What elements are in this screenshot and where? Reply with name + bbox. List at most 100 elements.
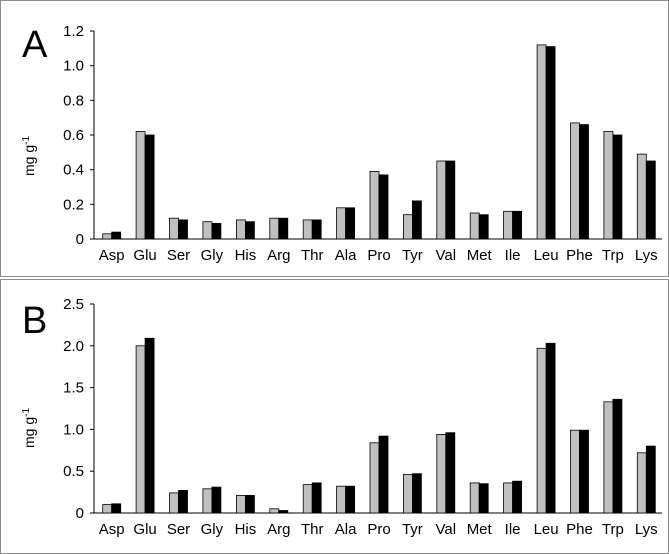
panel-a-y-tick-label: 0.6 bbox=[63, 127, 84, 144]
panel-a-bar-leu-series1 bbox=[536, 44, 547, 240]
panel-a-x-tick-labels: Asp Glu Ser Gly His Arg Thr Ala Pro Tyr Val Met Ile L… bbox=[99, 247, 658, 264]
panel-b-y-tick-labels: 0 0.5 1.0 1.5 2.0 2.5 bbox=[63, 296, 84, 522]
panel-b-bar-gly-series2 bbox=[211, 486, 222, 514]
panel-a-bar-ser-series2 bbox=[178, 219, 188, 240]
panel-b-bar-ser-series1 bbox=[169, 492, 179, 514]
panel-b-bar-val-series1 bbox=[436, 433, 447, 514]
panel-b-x-tick-label: His bbox=[235, 521, 257, 538]
panel-a-bar-ser-series1 bbox=[169, 217, 179, 240]
panel-a-bar-val-series2 bbox=[445, 160, 456, 240]
panel-b-bar-glu-series1 bbox=[135, 345, 146, 514]
panel-a-bar-thr-series1 bbox=[302, 219, 313, 240]
panel-a-x-tick-label: Ala bbox=[335, 247, 357, 264]
panel-a-bar-his-series1 bbox=[235, 219, 246, 240]
panel-a-y-tick-label: 1.2 bbox=[63, 23, 84, 40]
panel-b-bar-arg-series2 bbox=[278, 510, 289, 514]
panel-b-bar-ala-series1 bbox=[336, 485, 347, 514]
panel-b-bar-trp-series1 bbox=[603, 401, 614, 514]
panel-a-x-tick-label: Tyr bbox=[402, 247, 423, 264]
panel-a-bar-pro-series2 bbox=[378, 174, 389, 240]
panel-b-y-tick-label: 1.5 bbox=[63, 380, 84, 397]
panel-b-bar-leu-series2 bbox=[545, 342, 556, 514]
panel-b-x-tick-label: Ala bbox=[335, 521, 357, 538]
panel-b-bar-val-series2 bbox=[445, 432, 456, 514]
panel-b-bar-tyr-series1 bbox=[402, 474, 413, 514]
panel-b-x-tick-label: Thr bbox=[301, 521, 324, 538]
panel-a-bar-tyr-series2 bbox=[411, 200, 422, 240]
panel-a-bar-his-series2 bbox=[244, 221, 255, 240]
panel-b-bar-lys-series1 bbox=[636, 452, 647, 514]
panel-b-letter: B bbox=[22, 300, 47, 342]
panel-b-x-tick-label: Lys bbox=[635, 521, 658, 538]
panel-b-bars bbox=[102, 337, 656, 514]
panel-a-y-tick-labels: 0 0.2 0.4 0.6 0.8 1.0 1.2 bbox=[63, 23, 84, 248]
panel-b: B mg g-1 0 0.5 1.0 1.5 2.0 2.5 Asp Glu Ser… bbox=[0, 279, 669, 554]
panel-a-x-tick-label: Asp bbox=[99, 247, 125, 264]
panel-a-y-tick-label: 0.2 bbox=[63, 196, 84, 213]
panel-b-bar-lys-series2 bbox=[645, 445, 656, 514]
panel-a-x-tick-label: Leu bbox=[534, 247, 559, 264]
panel-b-bar-glu-series2 bbox=[144, 337, 155, 514]
panel-b-bar-gly-series1 bbox=[202, 488, 213, 514]
panel-a: A mg g-1 0 0.2 0.4 0.6 0.8 1.0 1.2 Asp Gl… bbox=[0, 0, 669, 277]
panel-a-bar-leu-series2 bbox=[545, 46, 556, 240]
panel-a-y-axis-label: mg g-1 bbox=[21, 136, 37, 176]
panel-a-x-tick-label: Phe bbox=[566, 247, 593, 264]
panel-b-x-tick-label: Asp bbox=[99, 521, 125, 538]
panel-b-y-tick-label: 0.5 bbox=[63, 463, 84, 480]
panel-b-x-tick-label: Trp bbox=[602, 521, 624, 538]
panel-a-x-tick-label: Trp bbox=[602, 247, 624, 264]
panel-a-bars bbox=[102, 44, 656, 240]
panel-a-bar-gly-series2 bbox=[211, 222, 222, 240]
panel-b-frame bbox=[0, 279, 669, 554]
panel-a-x-tick-label: His bbox=[235, 247, 257, 264]
panel-b-x-tick-label: Gly bbox=[201, 521, 224, 538]
panel-a-bar-lys-series1 bbox=[636, 153, 647, 240]
panel-a-bar-glu-series2 bbox=[144, 134, 155, 240]
panel-b-bar-thr-series1 bbox=[302, 484, 313, 514]
panel-b-bar-met-series2 bbox=[478, 483, 489, 514]
panel-b-bar-phe-series2 bbox=[579, 429, 589, 514]
panel-a-bar-ala-series2 bbox=[345, 207, 356, 240]
panel-a-x-tick-label: Met bbox=[467, 247, 493, 264]
panel-a-y-tick-label: 0.8 bbox=[63, 92, 84, 109]
panel-a-y-tick-label: 0.4 bbox=[63, 162, 84, 179]
panel-b-bar-thr-series2 bbox=[311, 482, 322, 514]
panel-a-bar-arg-series2 bbox=[278, 217, 289, 240]
panel-b-bar-ile-series2 bbox=[512, 480, 522, 514]
panel-b-bar-trp-series2 bbox=[612, 398, 623, 514]
panel-b-x-tick-label: Val bbox=[436, 521, 457, 538]
panel-b-y-axis-label: mg g-1 bbox=[21, 408, 37, 448]
panel-a-bar-ala-series1 bbox=[336, 207, 347, 240]
panel-a-bar-ile-series2 bbox=[512, 210, 522, 240]
panel-a-bar-met-series2 bbox=[478, 214, 489, 240]
panel-a-x-tick-label: Thr bbox=[301, 247, 324, 264]
panel-a-bar-thr-series2 bbox=[311, 219, 322, 240]
panel-a-y-tick-label: 1.0 bbox=[63, 58, 84, 75]
panel-a-x-tick-label: Lys bbox=[635, 247, 658, 264]
panel-a-frame bbox=[0, 0, 669, 277]
panel-b-x-tick-label: Leu bbox=[534, 521, 559, 538]
panel-b-y-tick-label: 2.5 bbox=[63, 296, 84, 313]
panel-b-x-tick-label: Pro bbox=[367, 521, 390, 538]
panel-a-x-tick-label: Val bbox=[436, 247, 457, 264]
panel-b-x-tick-label: Glu bbox=[133, 521, 156, 538]
panel-a-bar-phe-series2 bbox=[579, 124, 589, 240]
panel-b-bar-phe-series1 bbox=[570, 429, 580, 514]
panel-a-x-tick-label: Ile bbox=[505, 247, 521, 264]
panel-a-x-tick-label: Gly bbox=[201, 247, 224, 264]
panel-b-bar-ile-series1 bbox=[503, 482, 514, 514]
panel-b-bar-asp-series2 bbox=[111, 503, 122, 514]
panel-b-y-tick-label: 2.0 bbox=[63, 338, 84, 355]
panel-b-x-tick-labels: Asp Glu Ser Gly His Arg Thr Ala Pro Tyr Val Met Ile L… bbox=[99, 521, 658, 538]
panel-b-bar-tyr-series2 bbox=[411, 473, 422, 514]
panel-a-bar-phe-series1 bbox=[570, 122, 580, 240]
panel-a-letter: A bbox=[22, 24, 48, 66]
panel-b-y-tick-label: 0 bbox=[76, 505, 84, 522]
panel-a-bar-pro-series1 bbox=[369, 170, 380, 240]
panel-a-bar-trp-series2 bbox=[612, 134, 623, 240]
panel-b-x-tick-label: Arg bbox=[267, 521, 290, 538]
panel-a-x-tick-label: Pro bbox=[367, 247, 390, 264]
panel-b-bar-pro-series2 bbox=[378, 435, 389, 514]
